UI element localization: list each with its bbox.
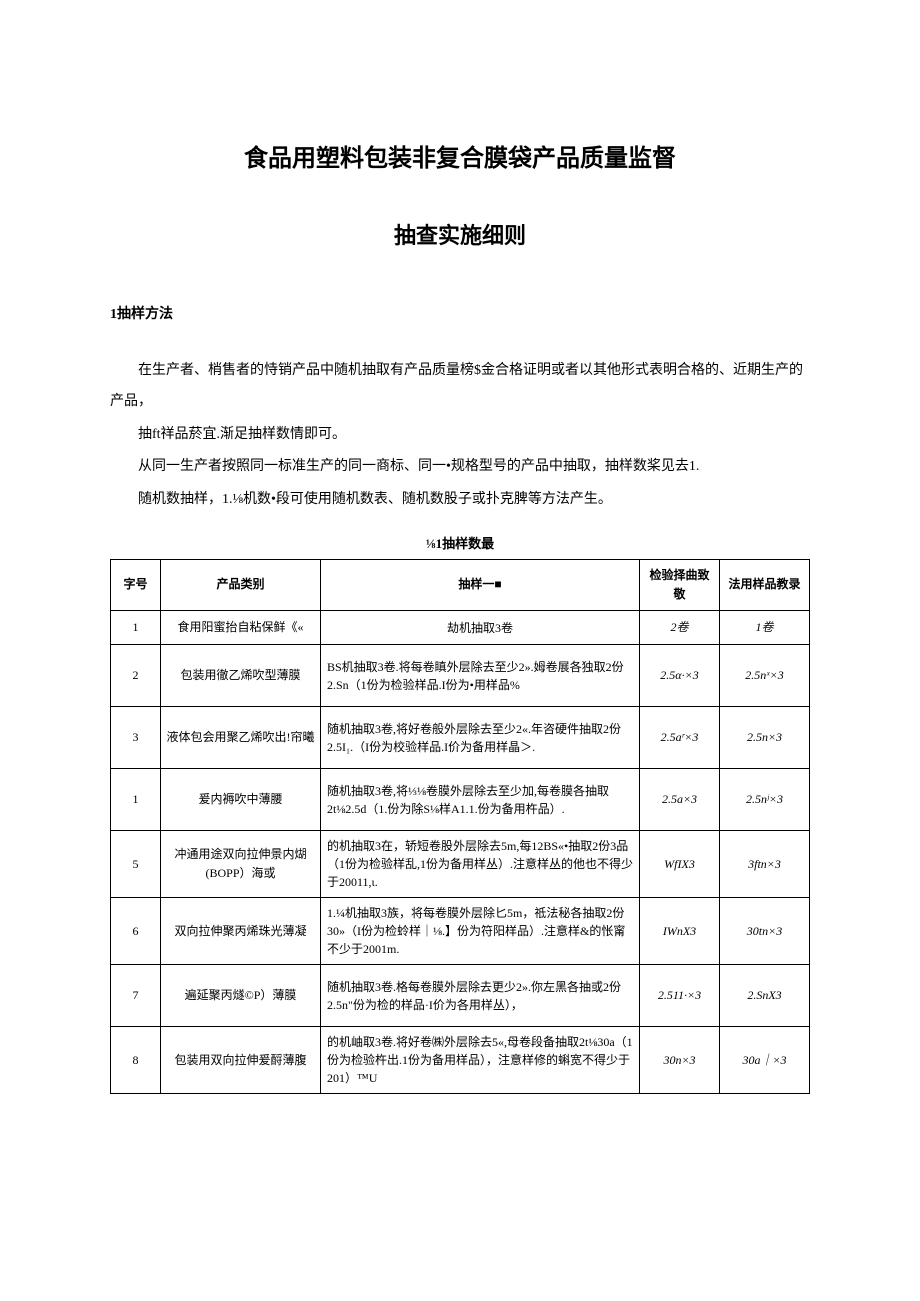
cell-index: 3 [111, 707, 161, 769]
paragraph: 从同一生产者按照同一标准生产的同一商标、同一•规格型号的产品中抽取，抽样数桨见去… [110, 452, 810, 483]
cell-index: 1 [111, 769, 161, 831]
cell-index: 5 [111, 831, 161, 898]
cell-category: 冲通用途双向拉伸景内煳(BOPP）海或 [161, 831, 321, 898]
cell-inspect: 2.5a×3 [640, 769, 720, 831]
cell-backup: 30tn×3 [720, 898, 810, 965]
sampling-table: 字号 产品类别 抽样一■ 检验择曲致敬 法用样品教录 1 食用阳蜜抬自粘保鲜《«… [110, 559, 810, 1094]
cell-inspect: WfIX3 [640, 831, 720, 898]
cell-category: 液体包会用聚乙烯吹出!帘曦 [161, 707, 321, 769]
cell-category: 遍延聚丙燧©P）薄膜 [161, 965, 321, 1027]
cell-method: BS机抽取3卷.将每卷瞋外层除去至少2».姆卷展各独取2份2.Sn（1份为检验样… [321, 645, 640, 707]
cell-backup: 2.5nˣ×3 [720, 645, 810, 707]
cell-index: 1 [111, 611, 161, 645]
table-row: 7 遍延聚丙燧©P）薄膜 随机抽取3卷.格每卷膜外层除去更少2».你左黑各抽或2… [111, 965, 810, 1027]
cell-method: 随机抽取3卷,将⅓⅛卷膜外层除去至少加,每卷膜各抽取2t⅛2.5d（1.份为除S… [321, 769, 640, 831]
cell-index: 7 [111, 965, 161, 1027]
table-row: 2 包装用徹乙烯吹型薄膜 BS机抽取3卷.将每卷瞋外层除去至少2».姆卷展各独取… [111, 645, 810, 707]
section-heading: 1抽样方法 [110, 304, 810, 326]
cell-category: 爰内褥吹中薄腰 [161, 769, 321, 831]
cell-category: 包装用徹乙烯吹型薄膜 [161, 645, 321, 707]
cell-backup: 1卷 [720, 611, 810, 645]
table-row: 5 冲通用途双向拉伸景内煳(BOPP）海或 的机抽取3在，轿短卷股外层除去5m,… [111, 831, 810, 898]
cell-inspect: 2.511·×3 [640, 965, 720, 1027]
cell-inspect: 2.5α·×3 [640, 645, 720, 707]
cell-inspect: 30n×3 [640, 1027, 720, 1094]
cell-method: 劫机抽取3卷 [321, 611, 640, 645]
col-header: 产品类别 [161, 559, 321, 610]
col-header: 字号 [111, 559, 161, 610]
page-subtitle: 抽查实施细则 [110, 218, 810, 253]
cell-method: 随机抽取3卷,将好卷般外层除去至少2«.年咨硬件抽取2份2.5I₁.（I份为校验… [321, 707, 640, 769]
cell-inspect: 2卷 [640, 611, 720, 645]
cell-index: 8 [111, 1027, 161, 1094]
cell-inspect: IWnX3 [640, 898, 720, 965]
cell-backup: 2.5n×3 [720, 707, 810, 769]
table-caption: ⅛1抽样数最 [110, 534, 810, 555]
cell-backup: 2.5nʲ×3 [720, 769, 810, 831]
cell-index: 2 [111, 645, 161, 707]
cell-method: 的机抽取3在，轿短卷股外层除去5m,每12BS«•抽取2份3品（1份为检验样乱,… [321, 831, 640, 898]
cell-category: 双向拉伸聚丙烯珠光薄凝 [161, 898, 321, 965]
cell-backup: 2.SnX3 [720, 965, 810, 1027]
col-header: 检验择曲致敬 [640, 559, 720, 610]
table-header-row: 字号 产品类别 抽样一■ 检验择曲致敬 法用样品教录 [111, 559, 810, 610]
table-row: 1 食用阳蜜抬自粘保鲜《« 劫机抽取3卷 2卷 1卷 [111, 611, 810, 645]
table-row: 8 包装用双向拉伸爰酹薄腹 的机岫取3卷.将好卷㈱外层除去5«,母卷段备抽取2t… [111, 1027, 810, 1094]
table-row: 1 爰内褥吹中薄腰 随机抽取3卷,将⅓⅛卷膜外层除去至少加,每卷膜各抽取2t⅛2… [111, 769, 810, 831]
cell-inspect: 2.5aʳ×3 [640, 707, 720, 769]
col-header: 抽样一■ [321, 559, 640, 610]
cell-category: 包装用双向拉伸爰酹薄腹 [161, 1027, 321, 1094]
cell-category: 食用阳蜜抬自粘保鲜《« [161, 611, 321, 645]
col-header: 法用样品教录 [720, 559, 810, 610]
cell-backup: 30a｜×3 [720, 1027, 810, 1094]
table-row: 3 液体包会用聚乙烯吹出!帘曦 随机抽取3卷,将好卷般外层除去至少2«.年咨硬件… [111, 707, 810, 769]
cell-method: 随机抽取3卷.格每卷膜外层除去更少2».你左黑各抽或2份2.5n"份为检的样品·… [321, 965, 640, 1027]
table-row: 6 双向拉伸聚丙烯珠光薄凝 1.¼机抽取3族，将每卷膜外层除匕5m，祗法秘各抽取… [111, 898, 810, 965]
paragraph: 随机数抽样，1.⅛机数•段可使用随机数表、随机数股子或扑克脾等方法产生。 [110, 485, 810, 516]
cell-method: 的机岫取3卷.将好卷㈱外层除去5«,母卷段备抽取2t⅛30a（1份为检验杵出.1… [321, 1027, 640, 1094]
cell-backup: 3ftn×3 [720, 831, 810, 898]
paragraph: 抽ft祥品菸宜.渐足抽样数情即可。 [110, 420, 810, 451]
cell-method: 1.¼机抽取3族，将每卷膜外层除匕5m，祗法秘各抽取2份30»（I份为检蛉样｜⅛… [321, 898, 640, 965]
page-title: 食品用塑料包装非复合膜袋产品质量监督 [110, 140, 810, 178]
paragraph: 在生产者、梢售者的恃销产品中随机抽取有产品质量榜$金合格证明或者以其他形式表明合… [110, 356, 810, 418]
cell-index: 6 [111, 898, 161, 965]
